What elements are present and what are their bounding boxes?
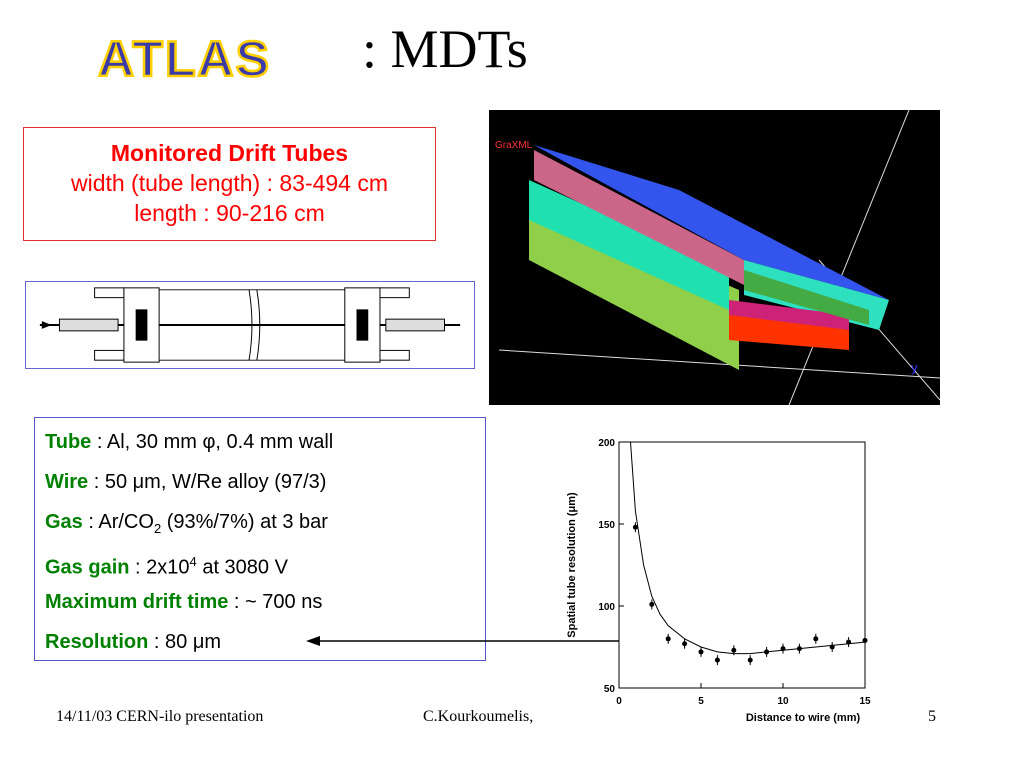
footer-date: 14/11/03 CERN-ilo presentation (56, 708, 264, 725)
spec-gas-key: Gas (45, 511, 83, 533)
fit-curve (630, 441, 866, 655)
spec-resolution-key: Resolution (45, 631, 149, 653)
spec-drift-key: Maximum drift time (45, 591, 229, 613)
spec-tube-value: : Al, 30 mm φ, 0.4 mm wall (91, 431, 334, 453)
spec-wire-key: Wire (45, 471, 89, 493)
tube-cross-section-drawing (25, 281, 475, 369)
spec-wire-value: : 50 μm, W/Re alloy (97/3) (88, 471, 327, 493)
atlas-logo: ATLAS (97, 30, 271, 88)
plot-ticks: 0 5 10 15 50 100 150 200 (598, 438, 871, 707)
mdt-heading: Monitored Drift Tubes (110, 140, 349, 166)
y-tick-label-1: 100 (598, 602, 615, 613)
spec-gas-gain: Gas gain : 2x104 at 3080 V (45, 548, 485, 588)
spec-gas-value-rest: (93%/7%) at 3 bar (161, 511, 328, 533)
spec-wire: Wire : 50 μm, W/Re alloy (97/3) (45, 468, 485, 508)
spec-gain-key: Gas gain (45, 556, 130, 579)
resolution-arrow (306, 636, 628, 646)
spec-drift-time: Maximum drift time : ~ 700 ns (45, 588, 485, 628)
spec-gain-value-rest: at 3080 V (196, 556, 288, 579)
spec-gas-subscript: 2 (153, 521, 162, 536)
spec-tube-key: Tube (45, 431, 92, 453)
y-tick-label-3: 200 (598, 438, 615, 449)
y-tick-label-0: 50 (604, 684, 616, 695)
plot-xlabel: Distance to wire (mm) (746, 712, 861, 724)
spec-resolution: Resolution : 80 μm (45, 628, 485, 668)
footer-author: C.Kourkoumelis, (423, 708, 534, 725)
resolution-plot: Spatial tube resolution (μm) Distance to… (566, 438, 871, 724)
spec-resolution-value: : 80 μm (148, 631, 221, 653)
spec-tube: Tube : Al, 30 mm φ, 0.4 mm wall (45, 428, 485, 468)
plot-ylabel: Spatial tube resolution (μm) (566, 492, 578, 638)
render-axis-label: y (911, 360, 918, 375)
x-tick-label-0: 0 (616, 696, 622, 707)
plot-frame (618, 441, 866, 689)
x-tick-label-2: 10 (777, 696, 789, 707)
page-title: : MDTs (362, 19, 528, 79)
plot-points (632, 522, 868, 666)
spec-gas-value: : Ar/CO (82, 511, 154, 533)
spec-gain-value: : 2x10 (129, 556, 190, 579)
x-tick-label-3: 15 (859, 696, 871, 707)
mdt-chamber-3d-render: GraXML y (489, 110, 940, 405)
tube-specs-box: Tube : Al, 30 mm φ, 0.4 mm wall Wire : 5… (34, 417, 486, 661)
y-tick-label-2: 150 (598, 520, 615, 531)
mdt-width-line: width (tube length) : 83-494 cm (70, 170, 389, 196)
svg-text:ATLAS: ATLAS (98, 31, 271, 87)
mdt-length-line: length : 90-216 cm (134, 200, 325, 226)
spec-gas: Gas : Ar/CO2 (93%/7%) at 3 bar (45, 508, 485, 548)
graxml-label: GraXML (495, 140, 533, 151)
mdt-summary-box: Monitored Drift Tubes width (tube length… (23, 127, 436, 241)
footer-page-number: 5 (928, 708, 936, 725)
spec-gain-superscript: 4 (189, 554, 197, 569)
x-tick-label-1: 5 (698, 696, 704, 707)
spec-drift-value: : ~ 700 ns (228, 591, 323, 613)
